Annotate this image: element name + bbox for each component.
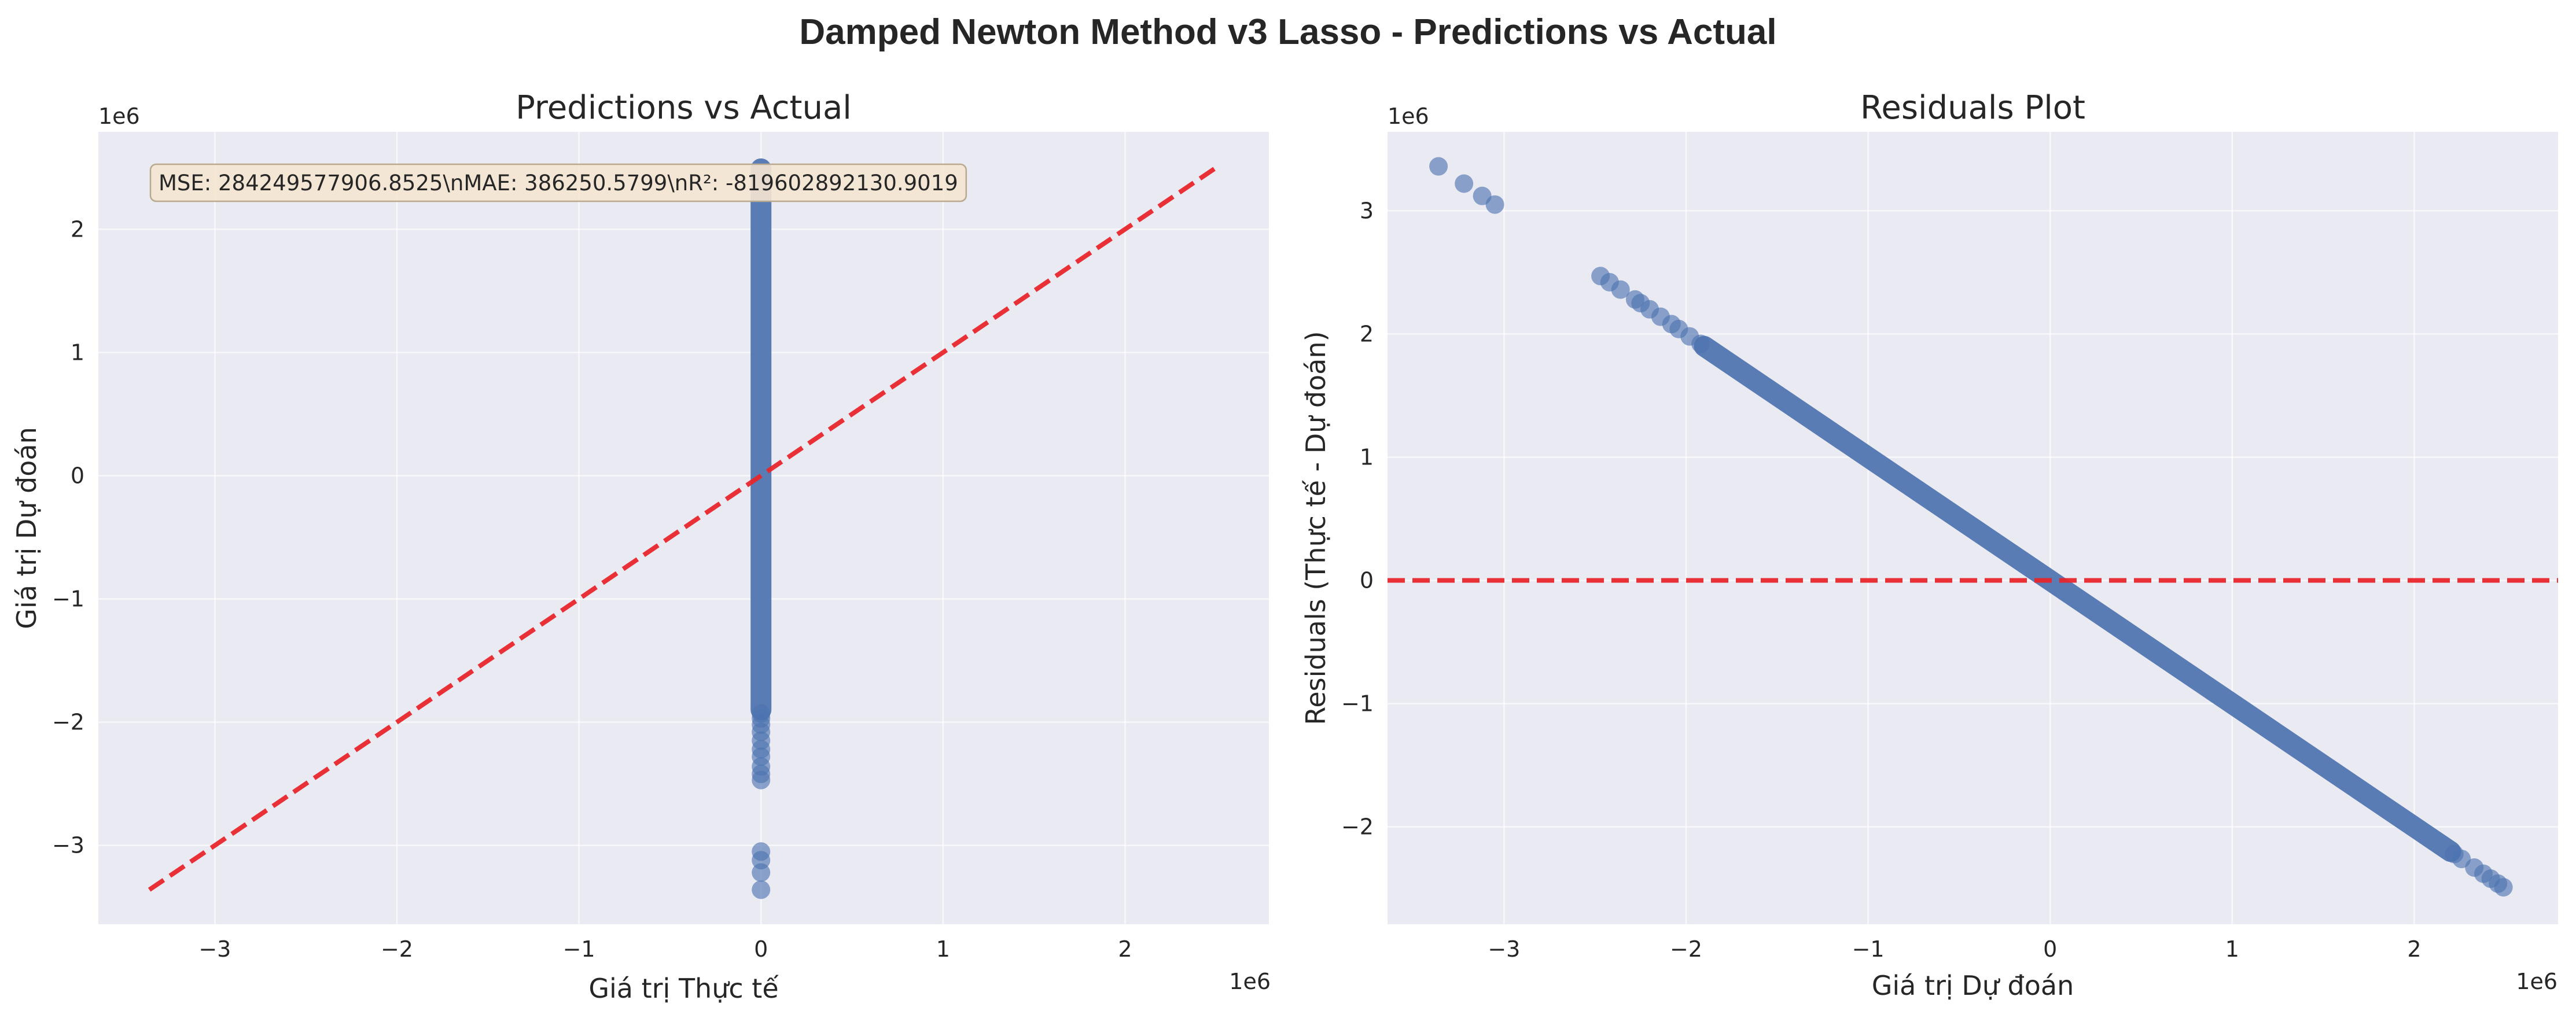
predictions-vs-actual-chart: −3 −2 −1 0 1 2 −3 −2 −1 0 1 2 1e6 1e6 Predictions vs A… [11,89,1271,1004]
chart-title: Predictions vs Actual [516,89,852,127]
x-offset-label: 1e6 [2516,969,2557,994]
data-point [752,880,771,899]
x-tick-label: −3 [198,936,231,962]
x-tick-label: 1 [2225,936,2239,962]
figure-title: Damped Newton Method v3 Lasso - Predicti… [799,12,1776,52]
y-offset-label: 1e6 [98,104,140,129]
x-offset-label: 1e6 [1229,969,1271,994]
x-tick-label: 0 [2043,936,2057,962]
y-axis-label: Giá trị Dự đoán [11,427,42,629]
y-tick-label: 3 [1360,198,1374,223]
points-dense-band [1694,335,2461,862]
data-point [752,842,771,861]
y-tick-label: −2 [52,710,84,735]
x-tick-label: −3 [1488,936,1520,962]
x-tick-label: −2 [1670,936,1702,962]
x-tick-label: −2 [381,936,413,962]
x-tick-label: 1 [936,936,950,962]
x-tick-label: 2 [1118,936,1132,962]
residuals-chart: −3 −2 −1 0 1 2 −2 −1 0 1 2 3 1e6 1e6 Residuals Plot Giá… [1300,89,2558,1001]
plot-area [98,132,1269,924]
perfect-prediction-line [148,167,1216,892]
y-tick-label: −1 [52,586,84,612]
data-point [2494,878,2513,897]
y-tick-label: 1 [71,340,84,365]
data-point [1455,174,1474,193]
chart-title: Residuals Plot [1860,89,2085,127]
x-axis-label: Giá trị Thực tế [588,973,779,1004]
data-point [1611,280,1630,299]
x-tick-label: −1 [1852,936,1885,962]
y-tick-label: −2 [1341,814,1374,840]
y-tick-label: 1 [1360,444,1374,470]
y-offset-label: 1e6 [1388,104,1429,129]
points-dense-band [750,158,772,721]
data-point [1691,334,1710,353]
y-tick-label: −3 [52,833,84,858]
y-tick-label: 2 [1360,321,1374,346]
y-tick-label: −1 [1341,691,1374,717]
x-tick-label: 0 [754,936,768,962]
x-axis-label: Giá trị Dự đoán [1872,970,2074,1001]
data-point [752,704,771,723]
y-tick-label: 0 [1360,568,1374,593]
data-point [1485,195,1504,214]
points-layer [148,158,1216,899]
x-tick-label: 2 [2407,936,2421,962]
y-axis-label: Residuals (Thực tế - Dự đoán) [1300,331,1331,725]
x-tick-label: −1 [563,936,595,962]
y-tick-label: 2 [71,216,84,242]
stats-box [149,163,967,202]
data-point [1429,157,1448,176]
stats-text: MSE: 284249577906.8525\nMAE: 386250.5799… [159,171,958,195]
points-layer [1388,157,2558,897]
y-tick-label: 0 [71,463,84,488]
